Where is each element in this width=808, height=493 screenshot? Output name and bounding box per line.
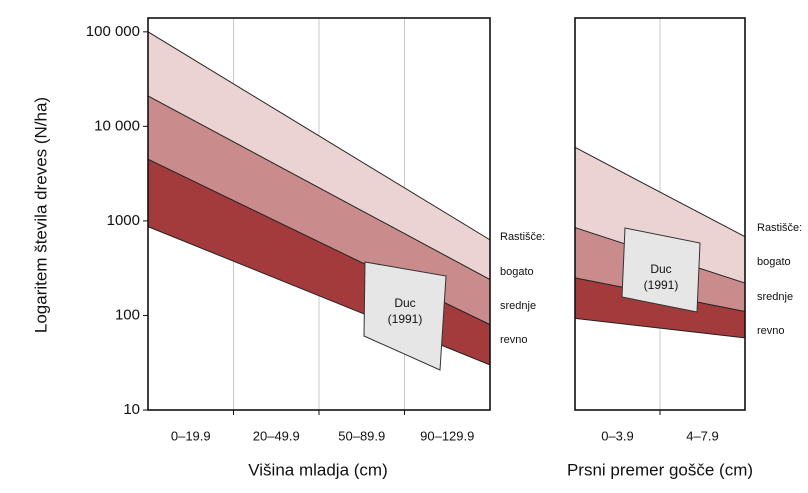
- y-axis-label: Logaritem števila dreves (N/ha): [31, 97, 50, 333]
- boundary-line: [574, 317, 746, 339]
- x-tick-label: 90–129.9: [420, 428, 474, 443]
- band: [575, 147, 745, 284]
- y-tick-label: 10 000: [94, 117, 140, 134]
- legend-entry: bogato: [757, 256, 791, 268]
- y-tick-label: 10: [123, 401, 140, 418]
- x-tick-label: 0–3.9: [601, 428, 634, 443]
- annotation: (1991): [388, 312, 423, 326]
- y-tick-label: 100: [115, 306, 140, 323]
- boundary-line: [574, 146, 746, 238]
- legend-title: Rastišče:: [757, 222, 802, 234]
- boundary-line: [147, 31, 491, 241]
- annotation-box: [621, 227, 701, 313]
- x-axis-label: Prsni premer gošče (cm): [567, 460, 753, 479]
- x-tick-label: 50–89.9: [338, 428, 385, 443]
- x-tick-label: 4–7.9: [686, 428, 719, 443]
- x-tick-label: 20–49.9: [253, 428, 300, 443]
- y-tick-label: 100 000: [86, 23, 140, 40]
- band: [148, 95, 490, 325]
- boundary-line: [147, 95, 491, 280]
- annotation: (1991): [644, 278, 679, 292]
- annotation: Duc: [650, 262, 671, 276]
- y-tick-label: 1000: [107, 212, 140, 229]
- legend-entry: bogato: [500, 266, 534, 278]
- legend-entry: revno: [500, 334, 528, 346]
- legend-entry: revno: [757, 325, 785, 337]
- x-tick-label: 0–19.9: [171, 428, 211, 443]
- legend-entry: srednje: [757, 291, 793, 303]
- legend-entry: srednje: [500, 300, 536, 312]
- x-axis-label: Višina mladja (cm): [248, 460, 388, 479]
- band: [148, 31, 490, 280]
- annotation-box: [363, 261, 447, 371]
- annotation: Duc: [394, 296, 415, 310]
- legend-title: Rastišče:: [500, 231, 545, 243]
